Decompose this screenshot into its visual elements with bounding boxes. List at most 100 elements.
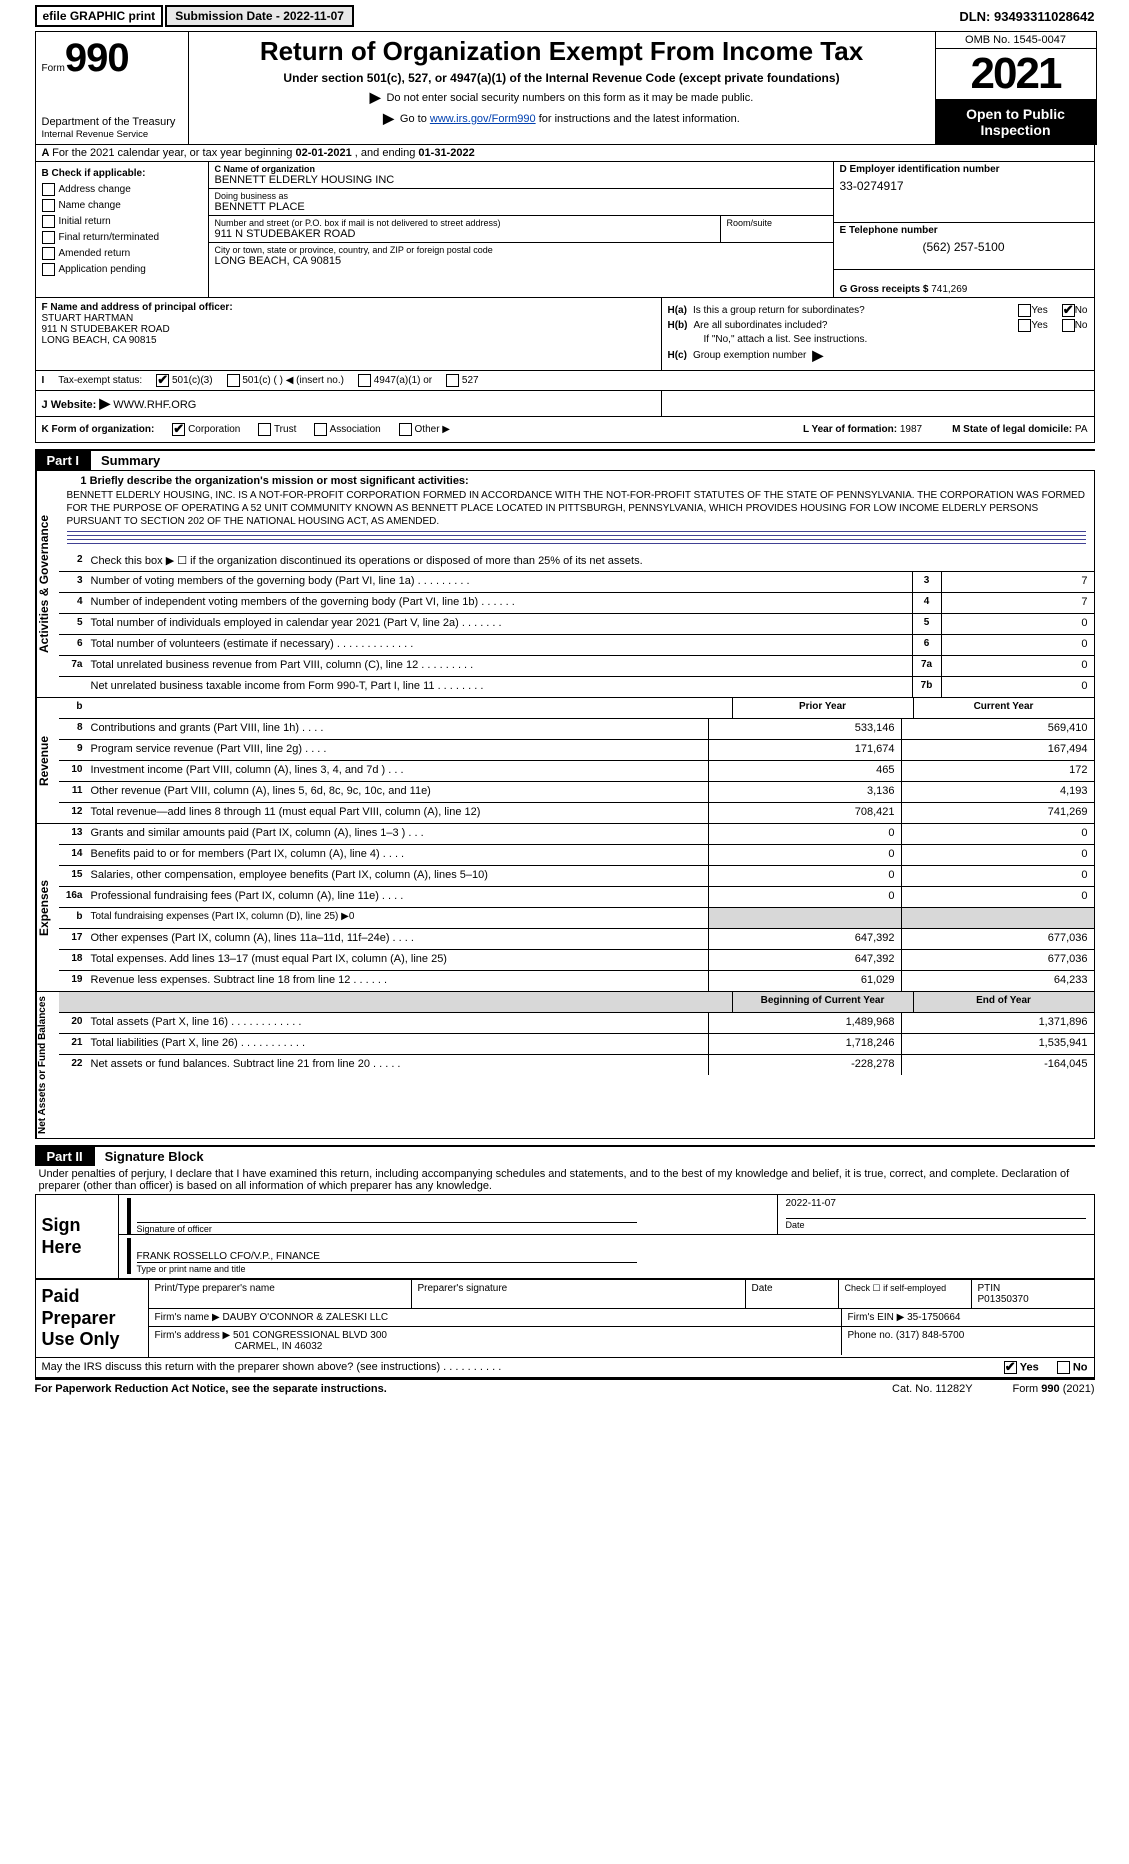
M-value: PA — [1075, 424, 1088, 435]
line-text: Benefits paid to or for members (Part IX… — [87, 845, 708, 865]
hb-yes-checkbox[interactable] — [1018, 319, 1031, 332]
prior-year-value: 0 — [708, 824, 901, 844]
line-text: Investment income (Part VIII, column (A)… — [87, 761, 708, 781]
gross-label: G Gross receipts $ — [840, 284, 929, 295]
current-year-value: 0 — [901, 845, 1094, 865]
current-year-value: 172 — [901, 761, 1094, 781]
may-irs-text: May the IRS discuss this return with the… — [42, 1361, 502, 1373]
line-text: Salaries, other compensation, employee b… — [87, 866, 708, 886]
ha-text: Is this a group return for subordinates? — [693, 305, 865, 316]
form-number: 990 — [65, 36, 129, 80]
prior-year-value: 465 — [708, 761, 901, 781]
prep-self-employed: Check ☐ if self-employed — [839, 1280, 972, 1308]
subtitle-2: Do not enter social security numbers on … — [386, 92, 753, 104]
row-i-text: Tax-exempt status: — [58, 375, 142, 386]
hdr-current-year: Current Year — [913, 698, 1094, 718]
row-i-label: I — [42, 375, 45, 386]
side-label-net-assets: Net Assets or Fund Balances — [36, 992, 59, 1138]
hdr-begin-year: Beginning of Current Year — [732, 992, 913, 1012]
website-value: WWW.RHF.ORG — [113, 399, 196, 411]
row-b-marker: b — [59, 698, 87, 718]
checkbox-name-change[interactable] — [42, 199, 55, 212]
dept-treasury: Department of the Treasury — [42, 116, 176, 128]
shaded-cell — [901, 908, 1094, 928]
chk-other[interactable] — [399, 423, 412, 436]
ha-yes-checkbox[interactable] — [1018, 304, 1031, 317]
arrow-icon: ▶ — [99, 395, 110, 411]
officer-addr1: 911 N STUDEBAKER ROAD — [42, 324, 170, 335]
open-to-public-badge: Open to Public Inspection — [936, 100, 1096, 144]
prior-year-value: 3,136 — [708, 782, 901, 802]
irs-yes-checkbox[interactable] — [1004, 1361, 1017, 1374]
line-num: 21 — [59, 1034, 87, 1054]
checkbox-amended-return[interactable] — [42, 247, 55, 260]
hb-note: If "No," attach a list. See instructions… — [668, 334, 1088, 345]
chk-4947[interactable] — [358, 374, 371, 387]
line-text: Number of independent voting members of … — [87, 593, 912, 613]
chk-corp[interactable] — [172, 423, 185, 436]
form990-link[interactable]: www.irs.gov/Form990 — [430, 113, 536, 125]
hc-label: H(c) — [668, 350, 687, 361]
line-text: Check this box ▶ ☐ if the organization d… — [87, 551, 1094, 571]
efile-graphic-print-button[interactable]: efile GRAPHIC print — [35, 5, 164, 27]
irs-label: Internal Revenue Service — [42, 129, 149, 140]
current-year-value: 677,036 — [901, 929, 1094, 949]
line-text: Total revenue—add lines 8 through 11 (mu… — [87, 803, 708, 823]
line-num: 6 — [59, 635, 87, 655]
hb-text: Are all subordinates included? — [694, 320, 828, 331]
gross-value: 741,269 — [931, 284, 967, 295]
line-num: 10 — [59, 761, 87, 781]
line-num: b — [59, 908, 87, 928]
room-label: Room/suite — [727, 218, 827, 228]
line-text: Contributions and grants (Part VIII, lin… — [87, 719, 708, 739]
prior-year-value: 533,146 — [708, 719, 901, 739]
L-value: 1987 — [900, 424, 922, 435]
prior-year-value: 0 — [708, 887, 901, 907]
officer-addr2: LONG BEACH, CA 90815 — [42, 335, 157, 346]
prior-year-value: 0 — [708, 866, 901, 886]
hdr-prior-year: Prior Year — [732, 698, 913, 718]
current-year-value: 0 — [901, 866, 1094, 886]
ha-label: H(a) — [668, 305, 687, 316]
chk-trust[interactable] — [258, 423, 271, 436]
current-year-value: 1,535,941 — [901, 1034, 1094, 1054]
line-text: Total liabilities (Part X, line 26) . . … — [87, 1034, 708, 1054]
firm-addr-1: 501 CONGRESSIONAL BLVD 300 — [233, 1330, 387, 1341]
top-button-bar: efile GRAPHIC print Submission Date - 20… — [35, 5, 1095, 27]
firm-name-value: DAUBY O'CONNOR & ZALESKI LLC — [222, 1312, 388, 1323]
footer-left: For Paperwork Reduction Act Notice, see … — [35, 1383, 387, 1395]
ha-no-checkbox[interactable] — [1062, 304, 1075, 317]
line-value: 0 — [941, 677, 1094, 697]
prior-year-value: 61,029 — [708, 971, 901, 991]
line-text: Total expenses. Add lines 13–17 (must eq… — [87, 950, 708, 970]
irs-no-checkbox[interactable] — [1057, 1361, 1070, 1374]
checkbox-final-return[interactable] — [42, 231, 55, 244]
chk-501c3[interactable] — [156, 374, 169, 387]
current-year-value: 741,269 — [901, 803, 1094, 823]
chk-501c[interactable] — [227, 374, 240, 387]
checkbox-address-change[interactable] — [42, 183, 55, 196]
mission-text: BENNETT ELDERLY HOUSING, INC. IS A NOT-F… — [67, 489, 1086, 528]
officer-name: STUART HARTMAN — [42, 313, 134, 324]
current-year-value: 677,036 — [901, 950, 1094, 970]
prior-year-value: 0 — [708, 845, 901, 865]
checkbox-initial-return[interactable] — [42, 215, 55, 228]
row-j-label: J — [42, 399, 48, 411]
line-num: 11 — [59, 782, 87, 802]
part-i-header: Part I Summary — [35, 449, 1095, 470]
line-text: Program service revenue (Part VIII, line… — [87, 740, 708, 760]
current-year-value: 64,233 — [901, 971, 1094, 991]
main-title: Return of Organization Exempt From Incom… — [199, 36, 925, 67]
hb-no-checkbox[interactable] — [1062, 319, 1075, 332]
section-b-header: B Check if applicable: — [42, 168, 146, 179]
line-text: Other expenses (Part IX, column (A), lin… — [87, 929, 708, 949]
chk-527[interactable] — [446, 374, 459, 387]
submission-date-button[interactable]: Submission Date - 2022-11-07 — [165, 5, 354, 27]
checkbox-app-pending[interactable] — [42, 263, 55, 276]
chk-assoc[interactable] — [314, 423, 327, 436]
prep-name-header: Print/Type preparer's name — [149, 1280, 412, 1308]
city-value: LONG BEACH, CA 90815 — [215, 255, 827, 267]
omb-number: OMB No. 1545-0047 — [936, 32, 1096, 49]
current-year-value: 0 — [901, 824, 1094, 844]
line-num: 22 — [59, 1055, 87, 1075]
